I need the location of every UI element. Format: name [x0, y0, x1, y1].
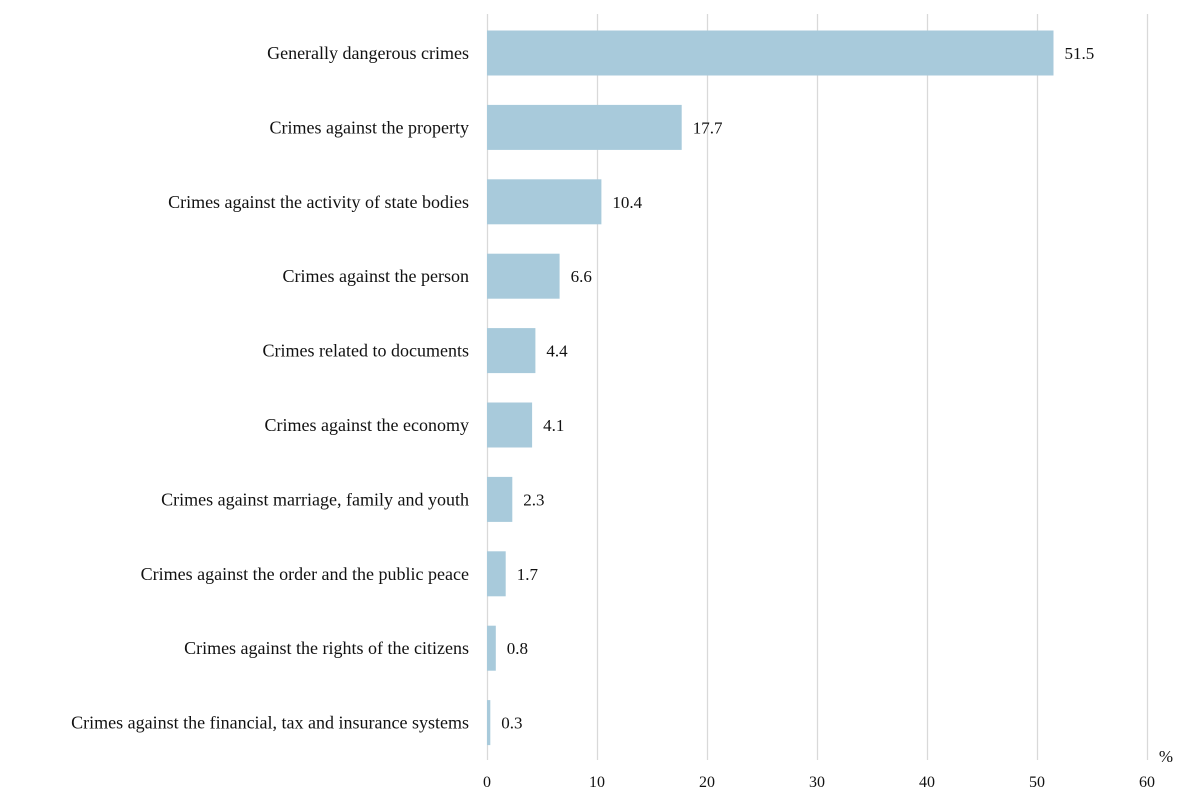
data-label: 0.8: [507, 639, 528, 658]
bar: [487, 30, 1054, 76]
category-label: Crimes against marriage, family and yout…: [161, 489, 469, 509]
bar: [487, 402, 533, 448]
category-label: Crimes against the financial, tax and in…: [71, 713, 469, 733]
bar: [487, 551, 506, 597]
data-label: 1.7: [517, 565, 539, 584]
x-tick-label: 60: [1139, 774, 1155, 790]
category-label: Crimes against the rights of the citizen…: [184, 638, 469, 658]
data-label: 4.1: [543, 416, 564, 435]
category-label: Crimes against the order and the public …: [141, 564, 469, 584]
category-label: Crimes against the economy: [265, 415, 469, 435]
data-label: 17.7: [693, 118, 723, 137]
x-axis-unit-label: %: [1159, 747, 1173, 766]
bar: [487, 625, 496, 671]
x-tick-label: 30: [809, 774, 825, 790]
value-labels: 51.5 17.7 10.4 6.6 4.4 4.1 2.3 1.7 0.8 0.3: [501, 44, 1094, 733]
bar: [487, 104, 682, 150]
data-label: 4.4: [546, 342, 568, 361]
data-label: 10.4: [612, 193, 642, 212]
data-label: 0.3: [501, 714, 522, 733]
category-labels: Generally dangerous crimes Crimes against…: [71, 43, 469, 733]
x-tick-label: 20: [699, 774, 715, 790]
category-label: Crimes against the person: [283, 266, 469, 286]
category-label: Crimes against the property: [270, 117, 469, 137]
category-label: Generally dangerous crimes: [267, 43, 469, 63]
bar: [487, 253, 560, 299]
category-label: Crimes against the activity of state bod…: [168, 192, 469, 212]
x-axis-ticks: 0 10 20 30 40 50 60: [483, 774, 1155, 791]
x-tick-label: 10: [589, 774, 605, 790]
bar: [487, 700, 491, 746]
bar: [487, 179, 602, 225]
x-tick-label: 50: [1029, 774, 1045, 790]
x-tick-label: 0: [483, 774, 491, 790]
data-label: 51.5: [1065, 44, 1095, 63]
x-tick-label: 40: [919, 774, 935, 790]
bar: [487, 476, 513, 522]
data-label: 6.6: [571, 267, 592, 286]
bars: [487, 30, 1054, 746]
data-label: 2.3: [523, 490, 544, 509]
category-label: Crimes related to documents: [263, 341, 469, 361]
bar: [487, 328, 536, 374]
